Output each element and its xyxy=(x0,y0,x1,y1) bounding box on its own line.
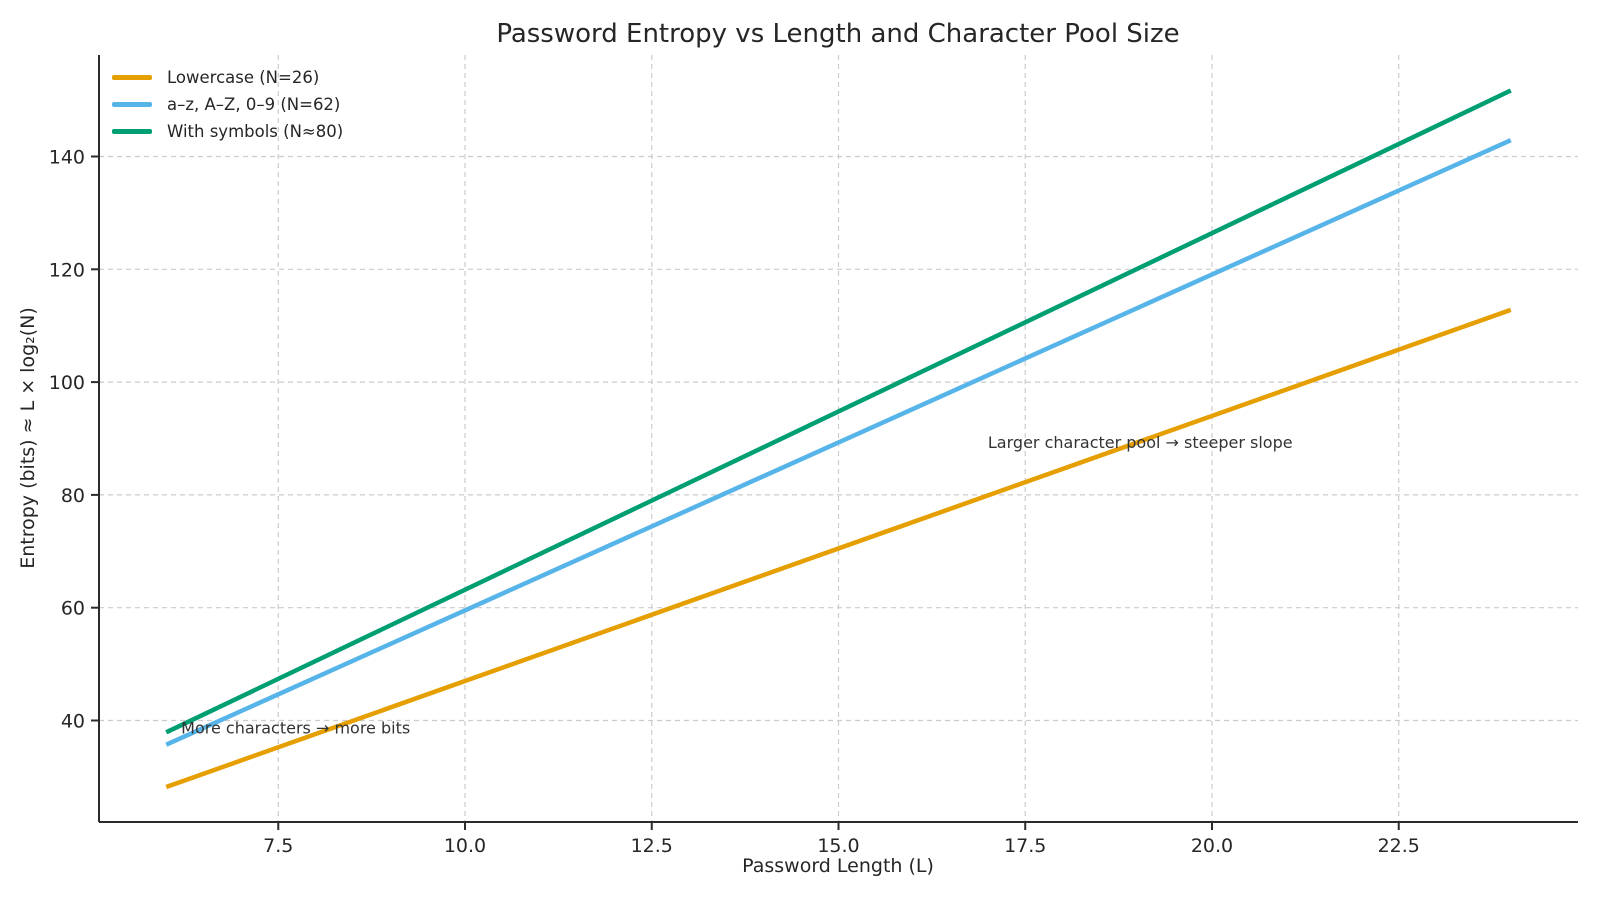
x-tick-label: 10.0 xyxy=(444,835,486,857)
x-tick-label: 17.5 xyxy=(1004,835,1046,857)
y-tick-label: 140 xyxy=(49,147,85,169)
y-tick-label: 120 xyxy=(49,259,85,281)
legend-item-symbols: With symbols (N≈80) xyxy=(112,121,343,141)
x-tick-label: 15.0 xyxy=(817,835,859,857)
legend-label: With symbols (N≈80) xyxy=(167,121,344,141)
data-series xyxy=(165,88,1512,790)
legend-line-swatch-symbols xyxy=(112,128,152,134)
x-tick-label: 20.0 xyxy=(1191,835,1233,857)
x-axis-label: Password Length (L) xyxy=(742,855,934,877)
annotations: More characters → more bits Larger charac… xyxy=(181,433,1292,737)
y-tick-label: 40 xyxy=(61,710,85,732)
legend-item-lowercase: Lowercase (N=26) xyxy=(112,67,343,87)
legend-line-swatch-alphanumeric xyxy=(112,101,152,107)
line-series-1 xyxy=(165,138,1512,747)
chart-title: Password Entropy vs Length and Character… xyxy=(496,19,1179,49)
x-tick-label: 7.5 xyxy=(263,835,293,857)
legend-label: a–z, A–Z, 0–9 (N=62) xyxy=(167,94,341,114)
y-tick-label: 60 xyxy=(61,598,85,620)
legend: Lowercase (N=26) a–z, A–Z, 0–9 (N=62) Wi… xyxy=(112,67,343,141)
legend-item-alphanumeric: a–z, A–Z, 0–9 (N=62) xyxy=(112,94,343,114)
legend-label: Lowercase (N=26) xyxy=(167,67,320,87)
y-tick-label: 100 xyxy=(49,372,85,394)
y-tick-label: 80 xyxy=(61,485,85,507)
line-series-0 xyxy=(165,307,1512,790)
y-axis-label: Entropy (bits) ≈ L × log₂(N) xyxy=(17,307,39,569)
x-tick-label: 12.5 xyxy=(631,835,673,857)
line-series-2 xyxy=(165,88,1512,735)
legend-line-swatch-lowercase xyxy=(112,74,152,80)
axes: 7.5 10.0 12.5 15.0 17.5 20.0 22.5 40 60 80 100 120 1… xyxy=(49,55,1578,857)
annotation-0: More characters → more bits xyxy=(181,718,410,737)
annotation-1: Larger character pool → steeper slope xyxy=(988,433,1293,452)
gridlines xyxy=(99,55,1578,822)
x-tick-label: 22.5 xyxy=(1378,835,1420,857)
